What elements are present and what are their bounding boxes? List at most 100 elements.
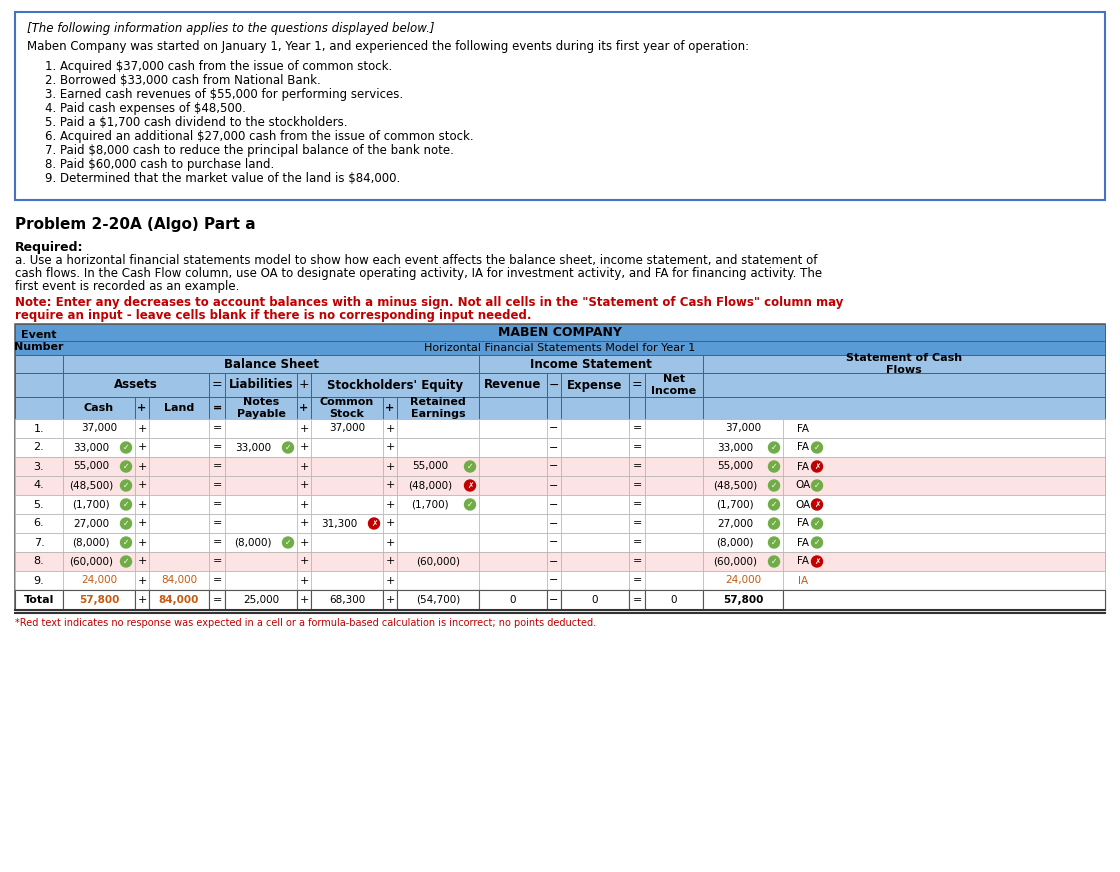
Text: +: + <box>138 576 147 585</box>
Text: =: = <box>213 595 222 605</box>
Text: 6.: 6. <box>34 519 45 528</box>
Text: 0: 0 <box>591 595 598 605</box>
FancyBboxPatch shape <box>297 419 311 438</box>
Text: =: = <box>213 576 222 585</box>
FancyBboxPatch shape <box>149 514 209 533</box>
FancyBboxPatch shape <box>783 514 1105 533</box>
Text: first event is recorded as an example.: first event is recorded as an example. <box>15 280 240 293</box>
FancyBboxPatch shape <box>396 419 479 438</box>
FancyBboxPatch shape <box>561 457 629 476</box>
Text: MABEN COMPANY: MABEN COMPANY <box>498 326 622 339</box>
Circle shape <box>812 461 822 472</box>
FancyBboxPatch shape <box>136 397 149 419</box>
FancyBboxPatch shape <box>136 419 149 438</box>
FancyBboxPatch shape <box>383 457 396 476</box>
Text: 8. Paid $60,000 cash to purchase land.: 8. Paid $60,000 cash to purchase land. <box>45 158 274 171</box>
Text: (48,500): (48,500) <box>68 480 113 490</box>
Text: 68,300: 68,300 <box>329 595 365 605</box>
FancyBboxPatch shape <box>15 571 1105 590</box>
Text: Maben Company was started on January 1, Year 1, and experienced the following ev: Maben Company was started on January 1, … <box>27 40 749 53</box>
FancyBboxPatch shape <box>209 419 225 438</box>
FancyBboxPatch shape <box>479 476 547 495</box>
FancyBboxPatch shape <box>209 571 225 590</box>
FancyBboxPatch shape <box>703 373 1105 397</box>
Text: Cash: Cash <box>84 403 114 413</box>
FancyBboxPatch shape <box>645 457 703 476</box>
Text: −: − <box>549 576 559 585</box>
Circle shape <box>121 499 131 510</box>
FancyBboxPatch shape <box>645 590 703 610</box>
FancyBboxPatch shape <box>479 419 547 438</box>
FancyBboxPatch shape <box>15 397 1105 419</box>
Circle shape <box>121 480 131 491</box>
FancyBboxPatch shape <box>297 495 311 514</box>
Text: +: + <box>138 595 147 605</box>
FancyBboxPatch shape <box>383 397 396 419</box>
Text: ✓: ✓ <box>771 480 777 490</box>
FancyBboxPatch shape <box>15 12 1105 200</box>
FancyBboxPatch shape <box>383 571 396 590</box>
FancyBboxPatch shape <box>783 571 1105 590</box>
Text: OA: OA <box>795 500 811 509</box>
FancyBboxPatch shape <box>783 590 1105 610</box>
Text: ✓: ✓ <box>814 480 820 490</box>
Text: ✓: ✓ <box>284 443 291 452</box>
FancyBboxPatch shape <box>547 590 561 610</box>
Text: 9.: 9. <box>34 576 45 585</box>
Text: =: = <box>213 556 222 567</box>
Text: (8,000): (8,000) <box>73 537 110 548</box>
Text: 55,000: 55,000 <box>412 461 448 472</box>
Text: ✓: ✓ <box>123 556 129 566</box>
Circle shape <box>768 480 780 491</box>
FancyBboxPatch shape <box>629 590 645 610</box>
Text: 37,000: 37,000 <box>725 424 762 433</box>
FancyBboxPatch shape <box>209 495 225 514</box>
FancyBboxPatch shape <box>63 571 136 590</box>
Text: OA: OA <box>795 480 811 490</box>
Text: [The following information applies to the questions displayed below.]: [The following information applies to th… <box>27 22 435 35</box>
Text: 55,000: 55,000 <box>73 461 109 472</box>
FancyBboxPatch shape <box>479 438 547 457</box>
Circle shape <box>812 556 822 567</box>
Text: −: − <box>549 480 559 490</box>
FancyBboxPatch shape <box>15 552 63 571</box>
Text: ✗: ✗ <box>814 556 820 566</box>
Text: =: = <box>213 403 222 413</box>
FancyBboxPatch shape <box>15 373 1105 397</box>
FancyBboxPatch shape <box>479 495 547 514</box>
Text: Stockholders' Equity: Stockholders' Equity <box>327 378 463 392</box>
FancyBboxPatch shape <box>629 495 645 514</box>
FancyBboxPatch shape <box>703 438 783 457</box>
Text: −: − <box>549 424 559 433</box>
FancyBboxPatch shape <box>783 419 1105 438</box>
Text: +: + <box>138 500 147 509</box>
FancyBboxPatch shape <box>547 373 561 397</box>
FancyBboxPatch shape <box>225 590 297 610</box>
Text: ✓: ✓ <box>771 538 777 547</box>
Text: ✓: ✓ <box>771 556 777 566</box>
Text: =: = <box>633 424 642 433</box>
FancyBboxPatch shape <box>561 495 629 514</box>
Text: IA: IA <box>797 576 808 585</box>
Text: ✓: ✓ <box>814 519 820 528</box>
Text: (54,700): (54,700) <box>416 595 460 605</box>
FancyBboxPatch shape <box>225 457 297 476</box>
Text: −: − <box>549 442 559 453</box>
Text: =: = <box>633 595 642 605</box>
FancyBboxPatch shape <box>297 457 311 476</box>
FancyBboxPatch shape <box>136 571 149 590</box>
Circle shape <box>812 442 822 453</box>
Text: Statement of Cash
Flows: Statement of Cash Flows <box>846 353 962 375</box>
FancyBboxPatch shape <box>479 590 547 610</box>
FancyBboxPatch shape <box>311 373 479 397</box>
Circle shape <box>812 499 822 510</box>
Circle shape <box>812 537 822 548</box>
Text: (1,700): (1,700) <box>411 500 449 509</box>
Text: ✗: ✗ <box>467 480 473 490</box>
FancyBboxPatch shape <box>383 533 396 552</box>
Text: =: = <box>633 500 642 509</box>
FancyBboxPatch shape <box>209 457 225 476</box>
FancyBboxPatch shape <box>209 590 225 610</box>
Text: 37,000: 37,000 <box>329 424 365 433</box>
Text: +: + <box>299 556 309 567</box>
